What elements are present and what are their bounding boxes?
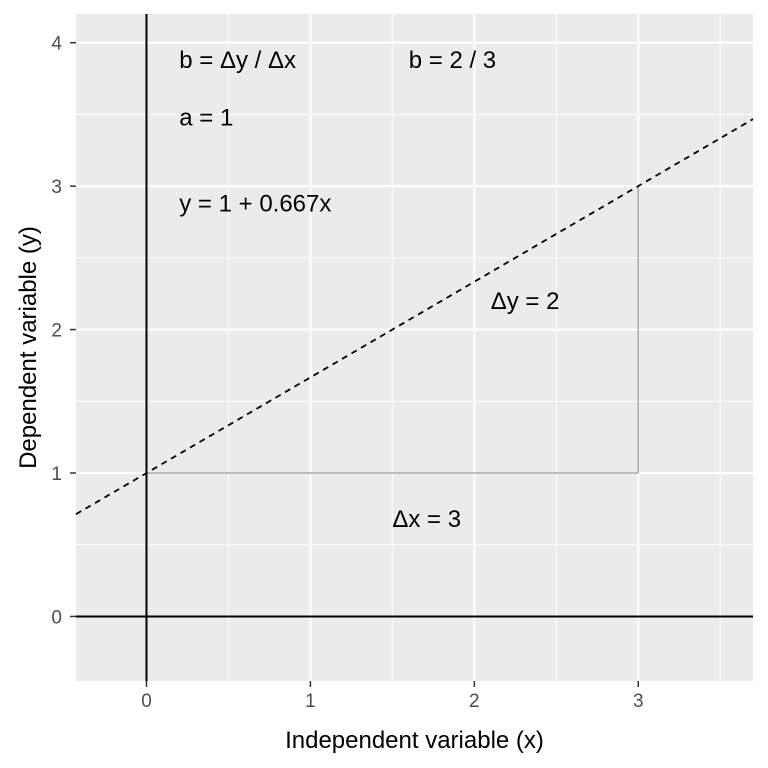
reference-lines: [76, 14, 753, 681]
slope-triangle: [146, 186, 640, 474]
series: [75, 118, 754, 515]
annotation-equation: y = 1 + 0.667x: [179, 190, 331, 217]
y-tick-label: 1: [51, 464, 62, 485]
y-tick-label: 3: [51, 177, 62, 198]
minor-gridlines: [76, 14, 753, 681]
x-axis-title: Independent variable (x): [285, 727, 544, 754]
annotation-delta-y: Δy = 2: [491, 288, 560, 315]
x-tick-label: 1: [305, 691, 316, 712]
annotation-intercept: a = 1: [179, 104, 233, 131]
dashed-regression-line: [75, 118, 754, 515]
x-tick-label: 2: [469, 691, 480, 712]
y-tick-label: 4: [51, 34, 62, 55]
y-axis: 0 1 2 3 4: [51, 34, 76, 628]
y-tick-label: 2: [51, 321, 62, 342]
annotation-slope-formula: b = Δy / Δx: [179, 47, 296, 74]
y-axis-title: Dependent variable (y): [15, 226, 42, 469]
x-axis: 0 1 2 3: [141, 681, 644, 712]
annotation-delta-x: Δx = 3: [392, 506, 461, 533]
annotation-slope-value: b = 2 / 3: [409, 47, 496, 74]
x-tick-label: 0: [141, 691, 152, 712]
plot-panel: [76, 14, 753, 681]
x-tick-label: 3: [633, 691, 644, 712]
y-tick-label: 0: [51, 607, 62, 628]
annotations: b = Δy / Δx b = 2 / 3 a = 1 y = 1 + 0.667x Δ…: [179, 47, 559, 533]
